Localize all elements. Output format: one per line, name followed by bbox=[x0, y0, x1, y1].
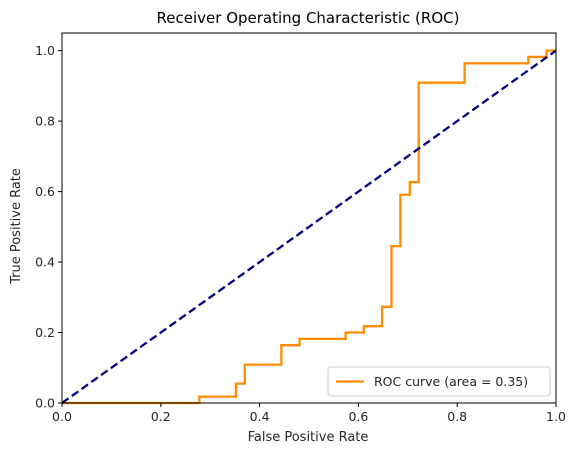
legend-label-roc: ROC curve (area = 0.35) bbox=[374, 374, 528, 389]
x-tick-label: 0.2 bbox=[151, 409, 171, 424]
x-tick-label: 0.6 bbox=[348, 409, 368, 424]
legend-box bbox=[327, 366, 551, 397]
roc-curve-line bbox=[62, 49, 556, 405]
y-tick-label: 1.0 bbox=[35, 43, 55, 58]
chart-title: Receiver Operating Characteristic (ROC) bbox=[157, 9, 460, 27]
y-tick-label: 0.6 bbox=[35, 184, 55, 199]
chance-diagonal-line bbox=[61, 49, 557, 404]
legend: ROC curve (area = 0.35) bbox=[327, 366, 551, 397]
plot-frame bbox=[61, 32, 557, 404]
y-tick-label: 0.0 bbox=[35, 396, 55, 411]
y-tick-label: 0.2 bbox=[35, 325, 55, 340]
x-axis-ticks: 0.0 0.2 0.4 0.6 0.8 1.0 bbox=[52, 403, 566, 424]
y-tick-label: 0.4 bbox=[35, 255, 55, 270]
series-layer bbox=[61, 49, 557, 405]
x-tick-label: 0.0 bbox=[52, 409, 72, 424]
y-axis-ticks: 0.0 0.2 0.4 0.6 0.8 1.0 bbox=[35, 43, 62, 411]
x-tick-label: 0.8 bbox=[447, 409, 467, 424]
x-axis-label: False Positive Rate bbox=[248, 430, 369, 445]
y-tick-label: 0.8 bbox=[35, 114, 55, 129]
x-tick-label: 0.4 bbox=[250, 409, 270, 424]
y-axis-label: True Positive Rate bbox=[9, 168, 24, 285]
x-tick-label: 1.0 bbox=[546, 409, 566, 424]
